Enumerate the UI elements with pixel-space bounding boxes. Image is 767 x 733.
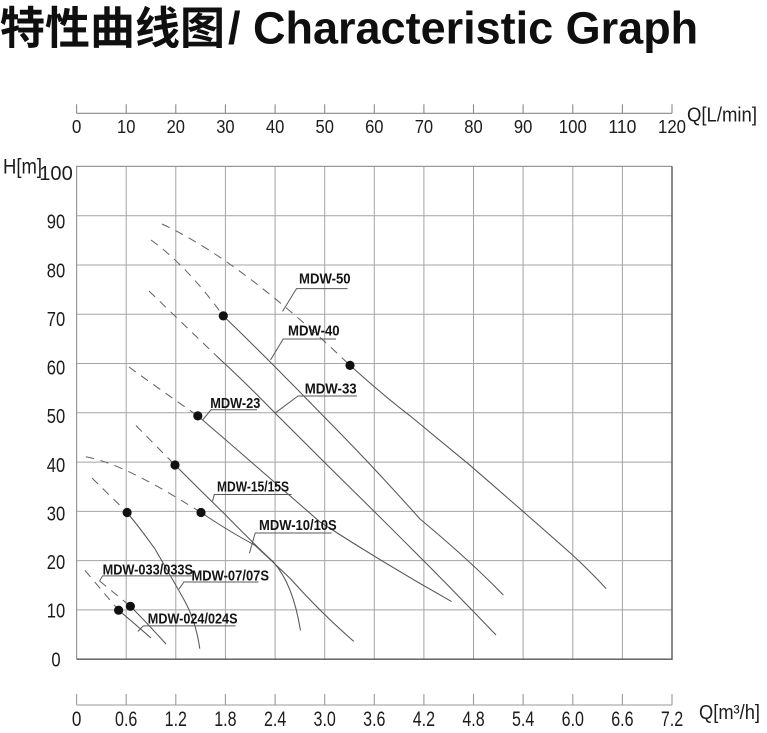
- svg-text:4.8: 4.8: [462, 707, 484, 731]
- svg-text:5.4: 5.4: [512, 707, 534, 731]
- svg-text:90: 90: [514, 116, 532, 137]
- svg-text:7.2: 7.2: [661, 707, 683, 731]
- svg-text:10: 10: [117, 116, 135, 137]
- svg-text:80: 80: [47, 260, 65, 282]
- svg-text:3.0: 3.0: [314, 707, 336, 731]
- svg-text:6.0: 6.0: [562, 707, 584, 731]
- svg-text:100: 100: [559, 116, 587, 137]
- svg-text:0: 0: [51, 649, 60, 671]
- svg-text:0: 0: [72, 116, 82, 137]
- svg-text:1.2: 1.2: [165, 707, 187, 731]
- svg-text:MDW-033/033S: MDW-033/033S: [103, 562, 193, 579]
- svg-text:Q[L/min]: Q[L/min]: [687, 105, 757, 127]
- svg-text:2.4: 2.4: [264, 707, 286, 731]
- svg-text:120: 120: [658, 116, 686, 137]
- svg-text:20: 20: [47, 552, 65, 574]
- svg-text:70: 70: [415, 116, 433, 137]
- svg-text:6.6: 6.6: [611, 707, 633, 731]
- svg-text:Q[m³/h]: Q[m³/h]: [699, 702, 760, 724]
- svg-text:90: 90: [47, 212, 65, 234]
- svg-text:0.6: 0.6: [115, 707, 137, 731]
- svg-text:10: 10: [47, 601, 65, 623]
- svg-text:100: 100: [39, 163, 73, 185]
- svg-text:MDW-50: MDW-50: [299, 271, 351, 288]
- svg-text:MDW-40: MDW-40: [288, 322, 340, 339]
- svg-text:40: 40: [266, 116, 284, 137]
- svg-text:MDW-07/07S: MDW-07/07S: [192, 568, 270, 585]
- svg-text:MDW-23: MDW-23: [210, 395, 260, 412]
- svg-text:MDW-15/15S: MDW-15/15S: [217, 479, 289, 496]
- svg-text:20: 20: [167, 116, 185, 137]
- svg-text:0: 0: [72, 707, 82, 731]
- svg-text:110: 110: [608, 116, 636, 137]
- svg-text:3.6: 3.6: [363, 707, 385, 731]
- svg-text:40: 40: [47, 455, 65, 477]
- svg-text:70: 70: [47, 309, 65, 331]
- svg-text:50: 50: [47, 406, 65, 428]
- svg-text:60: 60: [365, 116, 383, 137]
- svg-text:MDW-024/024S: MDW-024/024S: [148, 611, 238, 628]
- svg-text:60: 60: [47, 358, 65, 380]
- svg-text:MDW-10/10S: MDW-10/10S: [259, 517, 337, 534]
- svg-text:30: 30: [216, 116, 234, 137]
- svg-text:MDW-33: MDW-33: [305, 380, 357, 397]
- svg-text:/ Characteristic Graph: / Characteristic Graph: [228, 3, 698, 54]
- svg-text:H[m]: H[m]: [3, 156, 42, 179]
- svg-text:80: 80: [464, 116, 482, 137]
- svg-text:50: 50: [316, 116, 334, 137]
- svg-text:30: 30: [47, 503, 65, 525]
- svg-text:1.8: 1.8: [214, 707, 236, 731]
- svg-text:4.2: 4.2: [413, 707, 435, 731]
